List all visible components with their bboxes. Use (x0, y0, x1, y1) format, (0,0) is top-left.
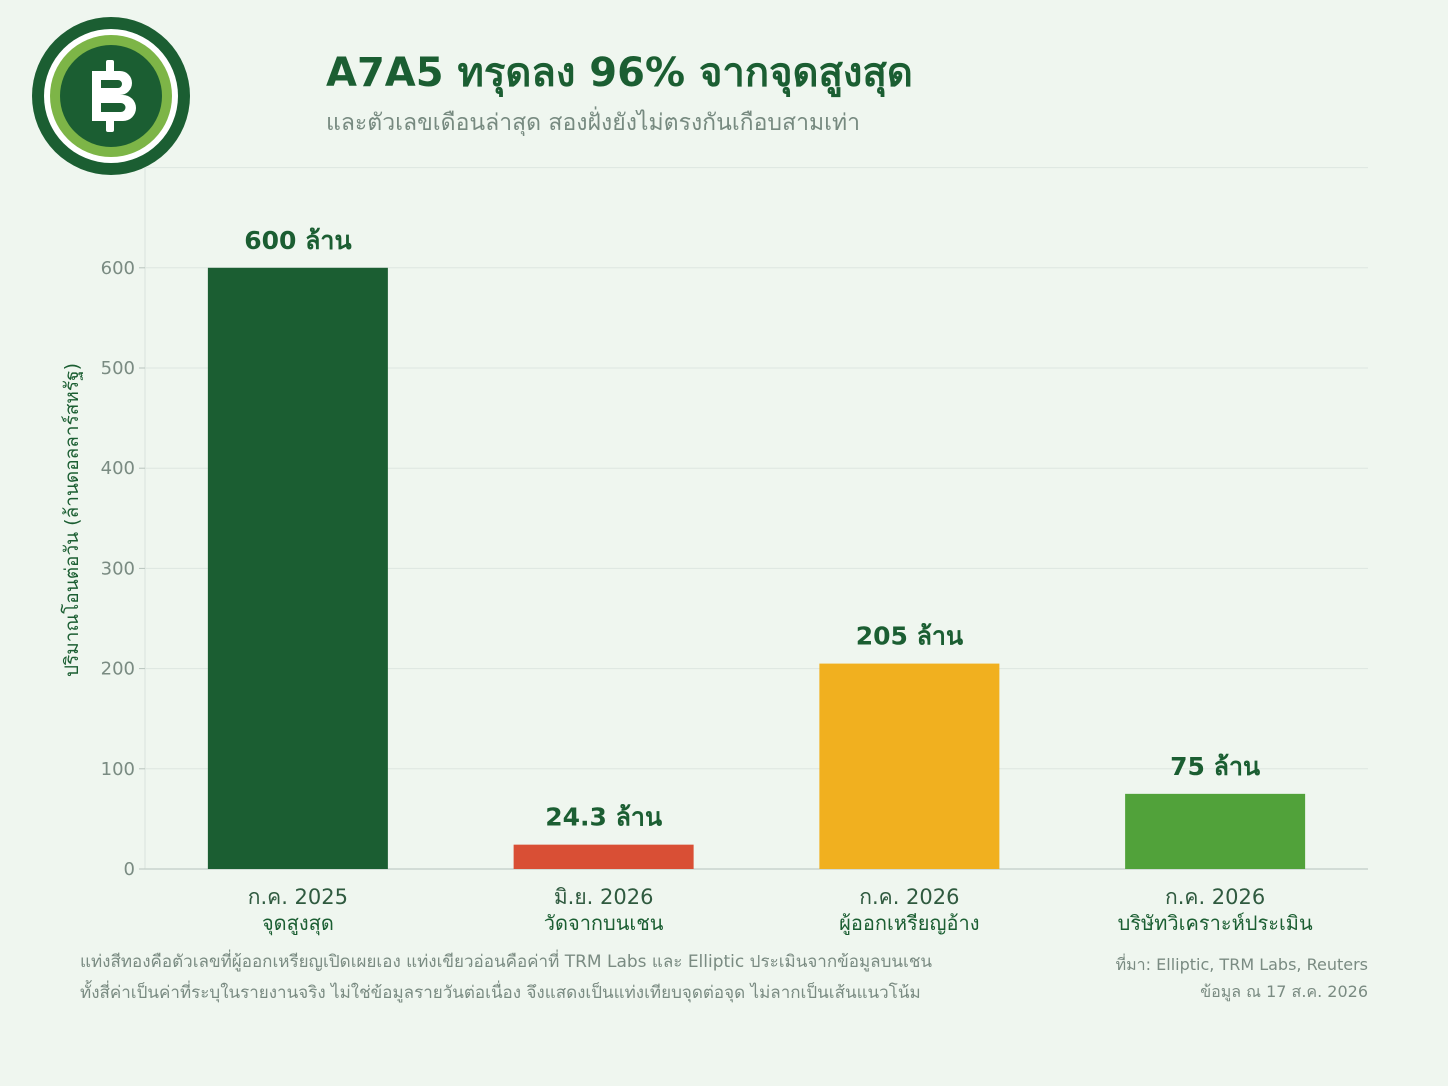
data-date-line: ข้อมูล ณ 17 ส.ค. 2026 (1200, 982, 1368, 1001)
bar (513, 844, 694, 869)
x-tick-label: ก.ค. 2025 (248, 885, 348, 909)
y-tick-label: 500 (101, 358, 135, 379)
footnote-line-2: ทั้งสี่ค่าเป็นค่าที่ระบุในรายงานจริง ไม่… (80, 983, 921, 1003)
x-tick-label: ก.ค. 2026 (1165, 885, 1265, 909)
data-label: 75 ล้าน (1170, 752, 1260, 781)
data-label: 600 ล้าน (244, 226, 351, 255)
x-tick-sublabel: วัดจากบนเชน (544, 911, 664, 935)
x-tick-label: ก.ค. 2026 (859, 885, 959, 909)
y-tick-label: 0 (124, 859, 135, 880)
data-label: 205 ล้าน (856, 622, 963, 651)
data-label: 24.3 ล้าน (545, 803, 662, 832)
bar (819, 663, 1000, 869)
bar (207, 267, 388, 869)
y-tick-label: 600 (101, 258, 135, 279)
chart-title: A7A5 ทรุดลง 96% จากจุดสูงสุด (326, 50, 913, 96)
y-tick-label: 400 (101, 458, 135, 479)
x-tick-sublabel: ผู้ออกเหรียญอ้าง (839, 911, 979, 936)
footnote-line-1: แท่งสีทองคือตัวเลขที่ผู้ออกเหรียญเปิดเผย… (80, 952, 932, 972)
x-tick-sublabel: บริษัทวิเคราะห์ประเมิน (1118, 911, 1313, 935)
y-axis-label: ปริมาณโอนต่อวัน (ล้านดอลลาร์สหรัฐ) (60, 363, 83, 677)
y-tick-label: 100 (101, 759, 135, 780)
y-tick-label: 200 (101, 659, 135, 680)
x-tick-label: มิ.ย. 2026 (554, 885, 654, 909)
source-note: ที่มา: Elliptic, TRM Labs, Reuters ข้อมู… (1116, 951, 1368, 1005)
x-tick-sublabel: จุดสูงสุด (262, 911, 334, 936)
source-line: ที่มา: Elliptic, TRM Labs, Reuters (1115, 955, 1368, 974)
chart-subtitle: และตัวเลขเดือนล่าสุด สองฝั่งยังไม่ตรงกัน… (326, 110, 861, 136)
footnote: แท่งสีทองคือตัวเลขที่ผู้ออกเหรียญเปิดเผย… (80, 947, 932, 1009)
y-tick-label: 300 (101, 558, 135, 579)
bar (1125, 793, 1306, 869)
baht-coin-icon (32, 17, 190, 175)
